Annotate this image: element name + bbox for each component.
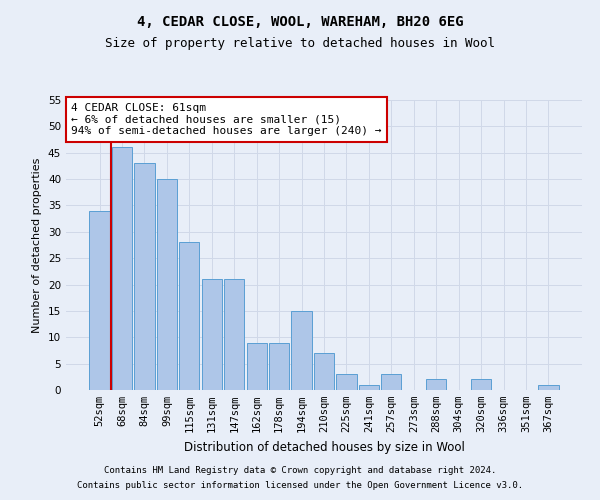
Text: Contains HM Land Registry data © Crown copyright and database right 2024.: Contains HM Land Registry data © Crown c…: [104, 466, 496, 475]
Bar: [202, 280, 222, 390]
Bar: [179, 242, 199, 390]
Bar: [471, 380, 491, 390]
Bar: [112, 148, 132, 390]
Bar: [247, 342, 267, 390]
Bar: [337, 374, 356, 390]
Bar: [538, 384, 559, 390]
Bar: [224, 280, 244, 390]
Bar: [292, 311, 311, 390]
Bar: [426, 380, 446, 390]
Y-axis label: Number of detached properties: Number of detached properties: [32, 158, 43, 332]
Bar: [134, 164, 155, 390]
Text: Contains public sector information licensed under the Open Government Licence v3: Contains public sector information licen…: [77, 481, 523, 490]
Text: Size of property relative to detached houses in Wool: Size of property relative to detached ho…: [105, 38, 495, 51]
Text: 4, CEDAR CLOSE, WOOL, WAREHAM, BH20 6EG: 4, CEDAR CLOSE, WOOL, WAREHAM, BH20 6EG: [137, 15, 463, 29]
Bar: [359, 384, 379, 390]
Bar: [269, 342, 289, 390]
X-axis label: Distribution of detached houses by size in Wool: Distribution of detached houses by size …: [184, 440, 464, 454]
Text: 4 CEDAR CLOSE: 61sqm
← 6% of detached houses are smaller (15)
94% of semi-detach: 4 CEDAR CLOSE: 61sqm ← 6% of detached ho…: [71, 103, 382, 136]
Bar: [314, 353, 334, 390]
Bar: [89, 210, 110, 390]
Bar: [381, 374, 401, 390]
Bar: [157, 179, 177, 390]
